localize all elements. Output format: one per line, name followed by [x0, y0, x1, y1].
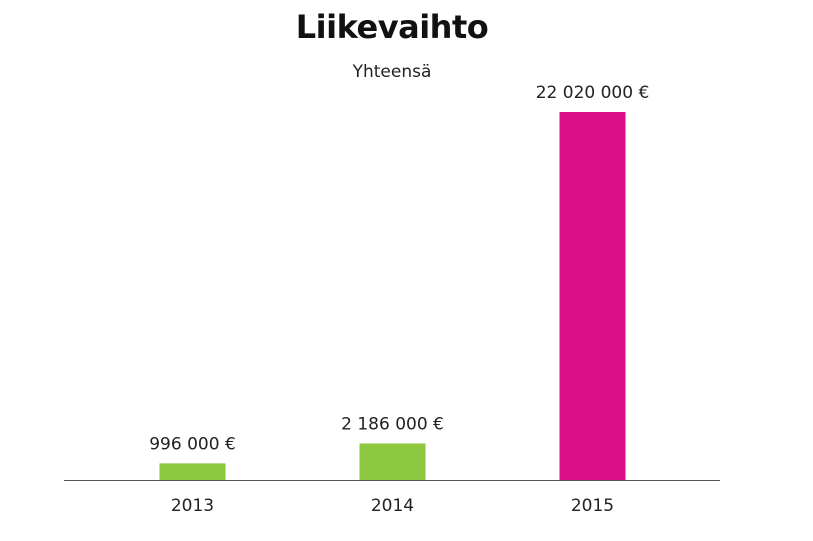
value-label-2013: 996 000 € [149, 434, 236, 454]
x-tick-label-2013: 2013 [171, 496, 214, 516]
x-tick-label-2014: 2014 [371, 496, 414, 516]
value-label-2014: 2 186 000 € [341, 414, 444, 434]
bar-2014 [359, 443, 426, 480]
x-tick-label-2015: 2015 [571, 496, 614, 516]
chart-subtitle: Yhteensä [352, 62, 432, 82]
bar-2015 [559, 112, 626, 480]
bar-2013 [159, 463, 226, 480]
chart-title: Liikevaihto [295, 8, 489, 46]
value-label-2015: 22 020 000 € [536, 83, 650, 103]
